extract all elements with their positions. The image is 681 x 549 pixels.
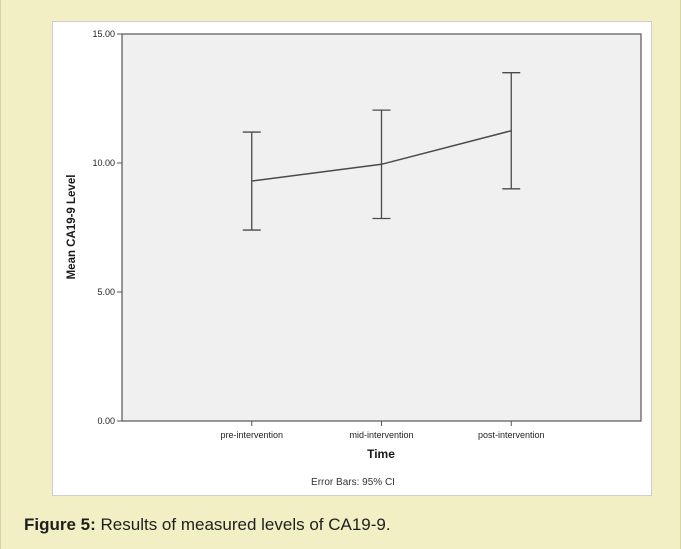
x-axis-label: Time	[367, 447, 395, 461]
y-tick-label: 0.00	[97, 416, 115, 426]
series-group	[242, 72, 521, 231]
y-axis: 0.00 5.00 10.00 15.00	[92, 29, 122, 426]
caption-label: Figure 5:	[24, 515, 96, 534]
figure-caption: Figure 5: Results of measured levels of …	[24, 515, 391, 535]
caption-text: Results of measured levels of CA19-9.	[95, 515, 391, 534]
y-tick-label: 5.00	[97, 287, 115, 297]
line-chart: 0.00 5.00 10.00 15.00 pre-intervention mid-i…	[66, 29, 642, 488]
x-tick-label: mid-intervention	[349, 430, 413, 440]
chart-container: 0.00 5.00 10.00 15.00 pre-intervention mid-i…	[52, 21, 652, 496]
x-axis: pre-intervention mid-intervention post-int…	[220, 421, 545, 440]
y-tick-label: 10.00	[92, 158, 115, 168]
plot-area	[121, 33, 642, 422]
y-axis-label: Mean CA19-9 Level	[66, 175, 78, 280]
x-tick-label: post-intervention	[478, 430, 545, 440]
error-bars-footnote: Error Bars: 95% CI	[311, 477, 395, 488]
y-tick-label: 15.00	[92, 29, 115, 39]
x-tick-label: pre-intervention	[220, 430, 283, 440]
